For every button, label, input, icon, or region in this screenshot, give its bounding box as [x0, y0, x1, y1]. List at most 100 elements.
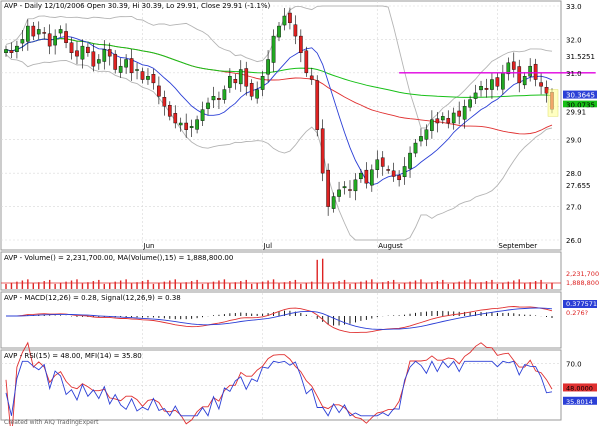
candle-down	[140, 71, 145, 80]
candle-down	[380, 157, 385, 167]
candle-up	[375, 159, 380, 170]
price-value-label: 31.5251	[566, 53, 595, 61]
value-label-bg	[563, 90, 597, 99]
candle-up	[118, 65, 123, 73]
candle-up	[238, 69, 243, 85]
macd-series	[5, 306, 553, 334]
rsi-line	[5, 341, 553, 426]
macd-panel-frame	[0, 291, 562, 349]
candle-down	[304, 50, 309, 74]
moving-averages	[5, 35, 553, 186]
macd-value-label: 0.276?	[566, 309, 588, 317]
candle-up	[342, 186, 347, 189]
candle-down	[457, 110, 462, 117]
candle-down	[386, 169, 391, 171]
candle-down	[233, 79, 238, 84]
candle-up	[282, 15, 287, 26]
rsi-y-tick: 70.0	[566, 360, 582, 368]
resistance-line	[399, 72, 596, 117]
candle-down	[157, 85, 161, 97]
macd-line	[5, 306, 553, 334]
price-value-label: 29.91	[566, 108, 586, 116]
candle-down	[47, 33, 52, 47]
month-label: Jul	[263, 242, 273, 250]
volume-ma-value-label: 1,888,800	[566, 279, 599, 287]
month-label: September	[498, 242, 537, 250]
candle-up	[222, 89, 227, 100]
candle-down	[42, 32, 47, 34]
candle-up	[271, 35, 276, 63]
candle-up	[430, 119, 434, 131]
candle-down	[364, 169, 369, 184]
candle-down	[31, 25, 36, 37]
candle-up	[36, 29, 41, 35]
candle-up	[80, 45, 85, 60]
candle-down	[91, 51, 96, 67]
candle-up	[353, 179, 358, 192]
candle-up	[26, 25, 30, 42]
candle-down	[446, 118, 451, 124]
candle-up	[260, 75, 265, 90]
candle-up	[200, 109, 205, 121]
candle-up	[189, 126, 194, 128]
candle-up	[506, 62, 511, 75]
candle-down	[326, 169, 330, 207]
candle-up	[4, 49, 8, 53]
candle-down	[397, 175, 401, 181]
candle-up	[124, 59, 128, 68]
candle-down	[495, 77, 500, 87]
price-y-tick: 32.0	[566, 36, 582, 44]
candle-up	[266, 59, 270, 75]
candle-up	[53, 35, 57, 46]
candle-up	[479, 86, 483, 91]
candle-up	[255, 89, 259, 99]
candle-down	[249, 83, 254, 97]
candle-up	[413, 142, 418, 154]
volume-value-label: 2,231,700	[566, 270, 599, 278]
macd-panel-title: AVP - MACD(12,26) = 0.28, Signal(12,26,9…	[4, 294, 181, 302]
candle-up	[419, 136, 423, 142]
price-value-label: 30.0735	[566, 102, 595, 110]
candle-up	[522, 75, 527, 86]
price-panel-frame	[0, 0, 562, 251]
candle-down	[484, 88, 489, 90]
candle-up	[277, 25, 281, 38]
value-label-bg	[563, 107, 597, 116]
candle-down	[299, 35, 303, 53]
price-value-label: 30.3645	[566, 92, 595, 100]
candle-down	[75, 50, 79, 57]
mfi-line	[5, 360, 553, 417]
volume-panel-frame	[0, 251, 562, 291]
candle-up	[211, 96, 216, 101]
candle-up	[228, 75, 232, 88]
price-panel-title: AVP - Daily 12/10/2006 Open 30.39, Hi 30…	[4, 2, 271, 10]
mfi-value-label: 35.8014	[566, 398, 593, 406]
candle-up	[369, 169, 374, 186]
candle-down	[217, 98, 221, 100]
rsi-value-label: 48.0000	[566, 384, 593, 392]
candle-up	[451, 112, 456, 124]
candle-up	[58, 29, 63, 34]
candle-down	[167, 105, 172, 117]
candle-down	[129, 58, 134, 74]
candle-up	[424, 129, 429, 140]
candle-up	[528, 65, 532, 77]
candle-down	[391, 170, 396, 177]
candle-up	[473, 92, 478, 99]
month-label: August	[378, 242, 403, 250]
price-y-tick: 26.0	[566, 237, 582, 245]
volume-bars	[1, 258, 561, 289]
candle-down	[517, 66, 522, 84]
candle-up	[20, 39, 25, 44]
candle-down	[113, 53, 118, 70]
signal-line	[6, 307, 553, 330]
candle-up	[462, 106, 467, 120]
mfi-label-bg	[563, 396, 597, 405]
value-label-bg	[563, 100, 597, 109]
ma-blue-line	[5, 35, 553, 186]
candle-down	[315, 80, 320, 130]
volume-panel-title: AVP - Volume() = 2,231,700.00, MA(Volume…	[4, 254, 233, 262]
rsi-panel-title: AVP - RSI(15) = 48.00, MFI(14) = 35.80	[4, 352, 142, 360]
